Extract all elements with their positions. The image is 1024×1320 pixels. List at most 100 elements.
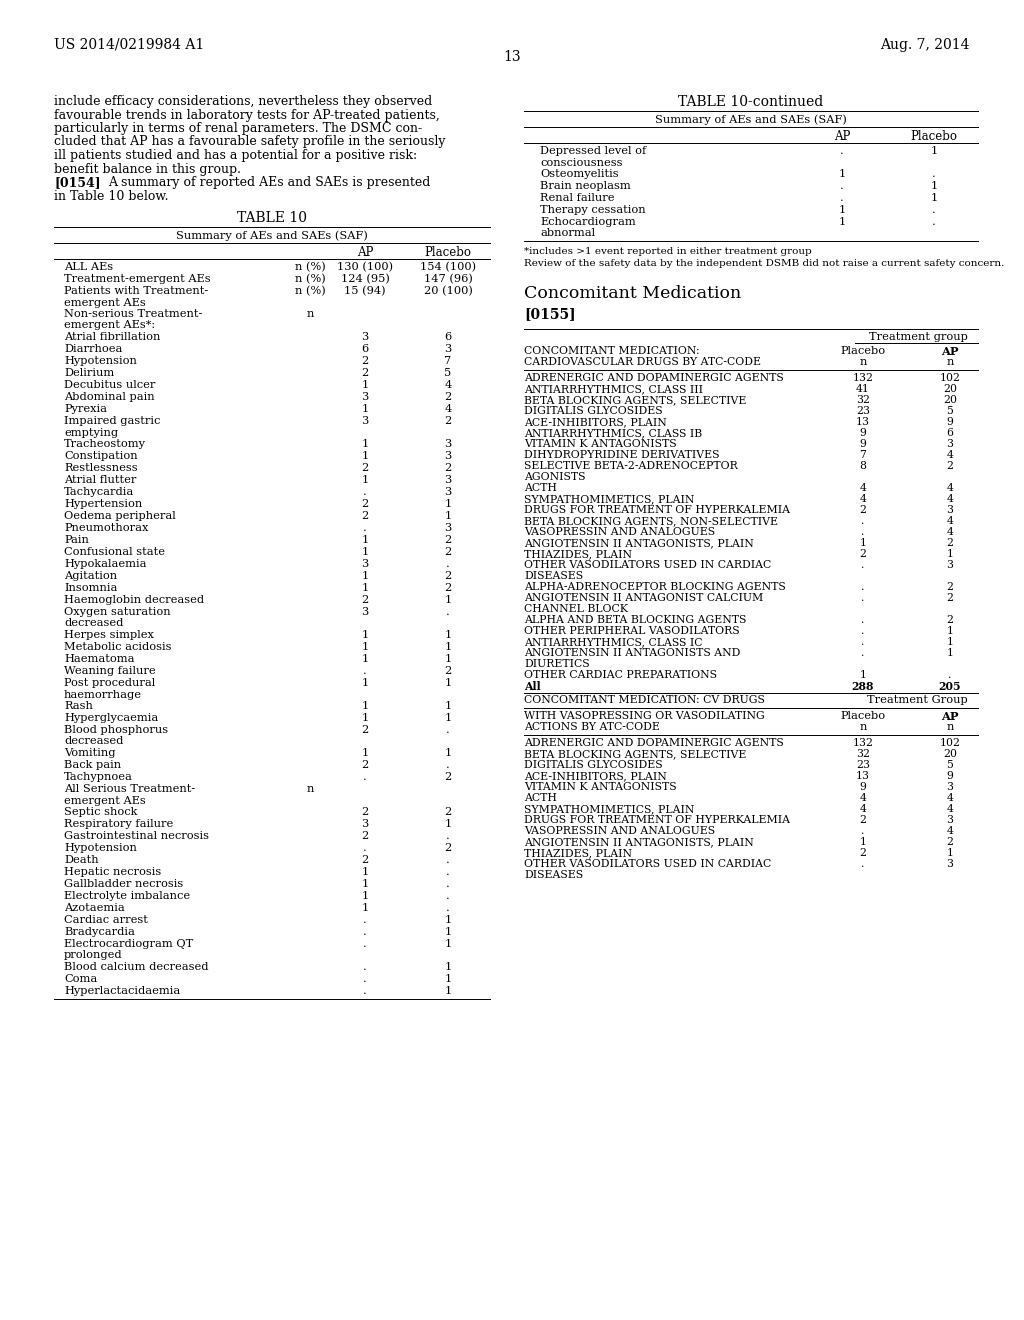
Text: Electrocardiogram QT: Electrocardiogram QT (63, 939, 194, 949)
Text: 2: 2 (946, 539, 953, 548)
Text: 4: 4 (444, 380, 452, 389)
Text: .: . (948, 671, 951, 680)
Text: favourable trends in laboratory tests for AP-treated patients,: favourable trends in laboratory tests fo… (54, 108, 439, 121)
Text: Rash: Rash (63, 701, 93, 711)
Text: 6: 6 (361, 345, 369, 354)
Text: DISEASES: DISEASES (524, 572, 583, 581)
Text: n (%): n (%) (295, 286, 326, 296)
Text: Haematoma: Haematoma (63, 653, 134, 664)
Text: ACTH: ACTH (524, 793, 557, 803)
Text: 130 (100): 130 (100) (337, 261, 393, 272)
Text: 1: 1 (361, 380, 369, 389)
Text: 1: 1 (859, 539, 866, 548)
Text: 8: 8 (859, 461, 866, 471)
Text: Back pain: Back pain (63, 760, 121, 770)
Text: OTHER PERIPHERAL VASODILATORS: OTHER PERIPHERAL VASODILATORS (524, 626, 739, 636)
Text: 1: 1 (361, 867, 369, 876)
Text: 3: 3 (361, 416, 369, 426)
Text: 1: 1 (931, 147, 938, 156)
Text: DRUGS FOR TREATMENT OF HYPERKALEMIA: DRUGS FOR TREATMENT OF HYPERKALEMIA (524, 814, 790, 825)
Text: Haemoglobin decreased: Haemoglobin decreased (63, 595, 204, 605)
Text: 1: 1 (444, 630, 452, 640)
Text: 23: 23 (856, 407, 870, 416)
Text: 2: 2 (361, 499, 369, 510)
Text: WITH VASOPRESSING OR VASODILATING: WITH VASOPRESSING OR VASODILATING (524, 711, 765, 721)
Text: VITAMIN K ANTAGONISTS: VITAMIN K ANTAGONISTS (524, 440, 677, 449)
Text: 1: 1 (946, 549, 953, 558)
Text: Septic shock: Septic shock (63, 807, 137, 817)
Text: 1: 1 (361, 572, 369, 581)
Text: 4: 4 (859, 793, 866, 803)
Text: ANGIOTENSIN II ANTAGONIST CALCIUM: ANGIOTENSIN II ANTAGONIST CALCIUM (524, 593, 763, 603)
Text: ANTIARRHYTHMICS, CLASS IC: ANTIARRHYTHMICS, CLASS IC (524, 638, 702, 647)
Text: 4: 4 (946, 793, 953, 803)
Text: All Serious Treatment-: All Serious Treatment- (63, 784, 196, 795)
Text: Atrial flutter: Atrial flutter (63, 475, 136, 484)
Text: Weaning failure: Weaning failure (63, 667, 156, 676)
Text: Cardiac arrest: Cardiac arrest (63, 915, 147, 925)
Text: TABLE 10: TABLE 10 (237, 211, 307, 224)
Text: Oxygen saturation: Oxygen saturation (63, 607, 171, 616)
Text: .: . (932, 205, 936, 215)
Text: 3: 3 (444, 523, 452, 533)
Text: Respiratory failure: Respiratory failure (63, 818, 173, 829)
Text: .: . (861, 626, 864, 636)
Text: cluded that AP has a favourable safety profile in the seriously: cluded that AP has a favourable safety p… (54, 136, 445, 149)
Text: Pain: Pain (63, 535, 89, 545)
Text: ACE-INHIBITORS, PLAIN: ACE-INHIBITORS, PLAIN (524, 771, 667, 781)
Text: abnormal: abnormal (540, 228, 595, 239)
Text: Brain neoplasm: Brain neoplasm (540, 181, 631, 191)
Text: 2: 2 (859, 847, 866, 858)
Text: CHANNEL BLOCK: CHANNEL BLOCK (524, 605, 628, 614)
Text: 2: 2 (361, 356, 369, 366)
Text: 1: 1 (444, 678, 452, 688)
Text: DIHYDROPYRIDINE DERIVATIVES: DIHYDROPYRIDINE DERIVATIVES (524, 450, 720, 459)
Text: Delirium: Delirium (63, 368, 115, 378)
Text: Tachypnoea: Tachypnoea (63, 772, 133, 781)
Text: Hyperlactacidaemia: Hyperlactacidaemia (63, 986, 180, 997)
Text: .: . (932, 216, 936, 227)
Text: 4: 4 (859, 494, 866, 504)
Text: .: . (861, 527, 864, 537)
Text: Patients with Treatment-: Patients with Treatment- (63, 286, 208, 296)
Text: Impaired gastric: Impaired gastric (63, 416, 161, 426)
Text: .: . (861, 593, 864, 603)
Text: Placebo: Placebo (841, 711, 886, 721)
Text: 1: 1 (361, 748, 369, 758)
Text: 1: 1 (361, 678, 369, 688)
Text: .: . (840, 193, 844, 203)
Text: emergent AEs: emergent AEs (63, 796, 145, 805)
Text: BETA BLOCKING AGENTS, SELECTIVE: BETA BLOCKING AGENTS, SELECTIVE (524, 395, 746, 405)
Text: Concomitant Medication: Concomitant Medication (524, 285, 741, 302)
Text: 1: 1 (361, 475, 369, 484)
Text: DISEASES: DISEASES (524, 870, 583, 880)
Text: 1: 1 (839, 205, 846, 215)
Text: Review of the safety data by the independent DSMB did not raise a current safety: Review of the safety data by the indepen… (524, 259, 1005, 268)
Text: Echocardiogram: Echocardiogram (540, 216, 636, 227)
Text: Blood phosphorus: Blood phosphorus (63, 725, 168, 735)
Text: 4: 4 (946, 483, 953, 492)
Text: [0154]: [0154] (54, 176, 100, 189)
Text: Tachycardia: Tachycardia (63, 487, 134, 498)
Text: CONCOMITANT MEDICATION: CV DRUGS: CONCOMITANT MEDICATION: CV DRUGS (524, 696, 765, 705)
Text: ANTIARRHYTHMICS, CLASS III: ANTIARRHYTHMICS, CLASS III (524, 384, 703, 393)
Text: 1: 1 (361, 404, 369, 414)
Text: n (%): n (%) (295, 261, 326, 272)
Text: Restlessness: Restlessness (63, 463, 137, 473)
Text: 2: 2 (444, 416, 452, 426)
Text: DIGITALIS GLYCOSIDES: DIGITALIS GLYCOSIDES (524, 407, 663, 416)
Text: 2: 2 (444, 572, 452, 581)
Text: Electrolyte imbalance: Electrolyte imbalance (63, 891, 190, 902)
Text: Hypotension: Hypotension (63, 356, 137, 366)
Text: 2: 2 (444, 535, 452, 545)
Text: .: . (840, 181, 844, 191)
Text: AGONISTS: AGONISTS (524, 473, 586, 482)
Text: 3: 3 (946, 859, 953, 869)
Text: Hepatic necrosis: Hepatic necrosis (63, 867, 161, 876)
Text: Tracheostomy: Tracheostomy (63, 440, 146, 449)
Text: Bradycardia: Bradycardia (63, 927, 135, 937)
Text: 124 (95): 124 (95) (341, 275, 389, 284)
Text: 2: 2 (444, 772, 452, 781)
Text: 1: 1 (361, 653, 369, 664)
Text: .: . (446, 879, 450, 888)
